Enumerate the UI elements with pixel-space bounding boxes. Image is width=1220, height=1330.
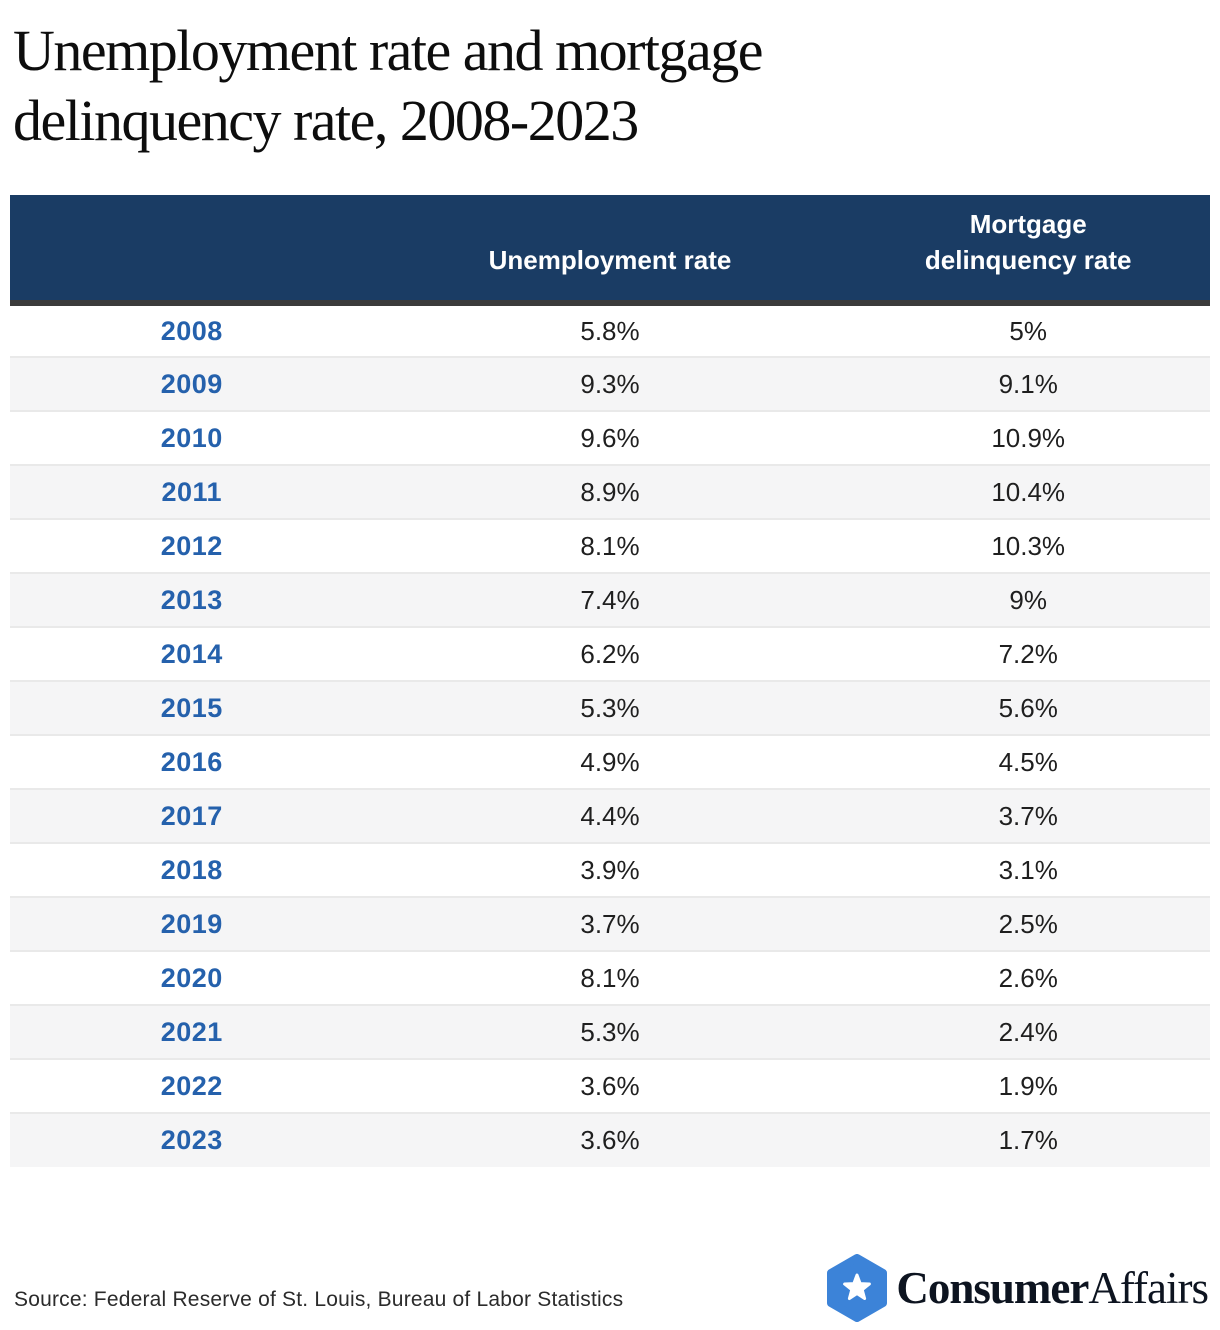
logo-wordmark: ConsumerAffairs <box>896 1255 1209 1321</box>
table-row: 2014 6.2% 7.2% <box>10 626 1210 682</box>
year-cell: 2015 <box>10 680 374 736</box>
delinquency-cell: 9.1% <box>846 356 1210 412</box>
infographic-page: Unemployment rate and mortgage delinquen… <box>0 16 1220 1330</box>
table-row: 2022 3.6% 1.9% <box>10 1058 1210 1114</box>
unemployment-cell: 3.6% <box>373 1058 847 1114</box>
year-cell: 2022 <box>10 1058 374 1114</box>
year-column-header <box>10 195 374 307</box>
table-header-row: Unemployment rate Mortgage delinquency r… <box>10 195 1210 307</box>
year-cell: 2011 <box>10 464 374 520</box>
delinquency-cell: 10.4% <box>846 464 1210 520</box>
table-row: 2023 3.6% 1.7% <box>10 1112 1210 1168</box>
table-row: 2016 4.9% 4.5% <box>10 734 1210 790</box>
unemployment-column-header: Unemployment rate <box>373 195 847 307</box>
logo-text-affairs: Affairs <box>1088 1263 1209 1313</box>
delinquency-cell: 1.9% <box>846 1058 1210 1114</box>
delinquency-cell: 2.5% <box>846 896 1210 952</box>
footer: Source: Federal Reserve of St. Louis, Bu… <box>14 1254 1209 1322</box>
unemployment-cell: 5.8% <box>580 315 640 346</box>
delinquency-cell: 2.4% <box>846 1004 1210 1060</box>
delinquency-cell: 3.7% <box>846 788 1210 844</box>
table-row: 2012 8.1% 10.3% <box>10 518 1210 574</box>
year-cell: 2009 <box>10 356 374 412</box>
unemployment-cell: 8.9% <box>373 464 847 520</box>
year-cell: 2017 <box>10 788 374 844</box>
unemployment-cell: 5.3% <box>373 1004 847 1060</box>
unemployment-cell: 7.4% <box>373 572 847 628</box>
delinquency-cell: 4.5% <box>846 734 1210 790</box>
unemployment-cell: 9.6% <box>373 410 847 466</box>
unemployment-cell: 4.4% <box>373 788 847 844</box>
delinquency-cell: 10.3% <box>846 518 1210 574</box>
data-table: Unemployment rate Mortgage delinquency r… <box>10 195 1210 1168</box>
year-cell: 2023 <box>10 1112 374 1168</box>
year-cell: 2012 <box>10 518 374 574</box>
table-row: 2011 8.9% 10.4% <box>10 464 1210 520</box>
year-cell: 2019 <box>10 896 374 952</box>
logo-text-consumer: Consumer <box>896 1263 1089 1313</box>
unemployment-cell: 3.7% <box>373 896 847 952</box>
source-note: Source: Federal Reserve of St. Louis, Bu… <box>14 1288 624 1311</box>
table-row: 2015 5.3% 5.6% <box>10 680 1210 736</box>
table-row: 2009 9.3% 9.1% <box>10 356 1210 412</box>
delinquency-cell: 1.7% <box>846 1112 1210 1168</box>
unemployment-cell: 8.1% <box>373 950 847 1006</box>
delinquency-cell: 5% <box>1009 315 1047 346</box>
table-row: 2008 5.8% 5% <box>10 303 1210 357</box>
table-row: 2013 7.4% 9% <box>10 572 1210 628</box>
table-row: 2018 3.9% 3.1% <box>10 842 1210 898</box>
unemployment-cell: 5.3% <box>373 680 847 736</box>
year-cell: 2014 <box>10 626 374 682</box>
year-cell: 2018 <box>10 842 374 898</box>
unemployment-cell: 3.6% <box>373 1112 847 1168</box>
year-cell: 2020 <box>10 950 374 1006</box>
delinquency-cell: 7.2% <box>846 626 1210 682</box>
year-cell: 2021 <box>10 1004 374 1060</box>
year-cell: 2008 <box>160 315 223 346</box>
year-cell: 2010 <box>10 410 374 466</box>
table-row: 2021 5.3% 2.4% <box>10 1004 1210 1060</box>
delinquency-cell: 9% <box>846 572 1210 628</box>
unemployment-cell: 3.9% <box>373 842 847 898</box>
table-row: 2019 3.7% 2.5% <box>10 896 1210 952</box>
unemployment-cell: 4.9% <box>373 734 847 790</box>
consumeraffairs-logo: ConsumerAffairs <box>827 1254 1209 1322</box>
delinquency-cell: 5.6% <box>846 680 1210 736</box>
table-row: 2010 9.6% 10.9% <box>10 410 1210 466</box>
unemployment-cell: 9.3% <box>373 356 847 412</box>
mortgage-column-header: Mortgage delinquency rate <box>846 195 1210 307</box>
table-body: 2008 5.8% 5% 2009 9.3% 9.1% 2010 9.6% 10.9% 2011 8… <box>10 303 1210 1168</box>
unemployment-cell: 6.2% <box>373 626 847 682</box>
year-cell: 2016 <box>10 734 374 790</box>
delinquency-cell: 2.6% <box>846 950 1210 1006</box>
delinquency-cell: 10.9% <box>846 410 1210 466</box>
delinquency-cell: 3.1% <box>846 842 1210 898</box>
unemployment-cell: 8.1% <box>373 518 847 574</box>
table-row: 2017 4.4% 3.7% <box>10 788 1210 844</box>
star-badge-icon <box>827 1254 888 1322</box>
chart-title: Unemployment rate and mortgage delinquen… <box>13 18 764 153</box>
year-cell: 2013 <box>10 572 374 628</box>
table-header: Unemployment rate Mortgage delinquency r… <box>10 195 1210 307</box>
table-row: 2020 8.1% 2.6% <box>10 950 1210 1006</box>
